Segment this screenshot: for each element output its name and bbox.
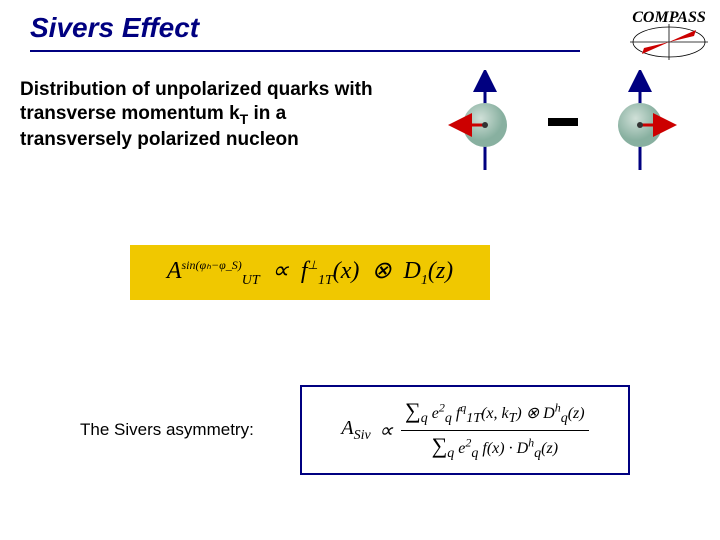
f2-numerator: ∑q e2q fq1T(x, kT) ⊗ Dhq(z) — [401, 396, 589, 429]
f2-fraction: ∑q e2q fq1T(x, kT) ⊗ Dhq(z) ∑q e2q f(x) … — [401, 396, 589, 463]
f2-denominator: ∑q e2q f(x) · Dhq(z) — [428, 431, 562, 464]
f2-nfsub: 1T — [466, 412, 481, 427]
f1-tensor: ⊗ — [371, 258, 391, 284]
f2-sum-bot: ∑ — [432, 433, 448, 458]
f2-eq-top: e — [432, 405, 439, 422]
formula2-box: ASiv ∝ ∑q e2q fq1T(x, kT) ⊗ Dhq(z) ∑q e2… — [300, 385, 630, 475]
f2-dd: D — [517, 440, 529, 457]
desc-pre: Distribution of unpolarized quarks with … — [20, 79, 373, 124]
f2-A: A — [341, 417, 353, 439]
f2-ndsub: q — [561, 412, 568, 427]
f2-dfarg: (x) — [487, 440, 505, 457]
nucleon-left — [460, 80, 507, 170]
description-text: Distribution of unpolarized quarks with … — [20, 78, 400, 152]
f2-nfarg: (x, k — [481, 405, 509, 422]
f2-tensor: ⊗ — [526, 405, 539, 422]
f2-dot: · — [509, 440, 513, 457]
formula1-box: Asin(φₕ−φ_S)UT ∝ f⊥1T(x) ⊗ D1(z) — [130, 245, 490, 300]
f2-eqsub-bot: q — [471, 446, 478, 461]
f2-eqsub-top: q — [445, 412, 452, 427]
compass-logo: COMPASS — [624, 6, 714, 66]
f1-d: D — [403, 258, 420, 284]
f2-ndarg: (z) — [568, 405, 585, 422]
f1-sub: UT — [242, 273, 260, 288]
f1-prop: ∝ — [272, 258, 289, 284]
f2-prop: ∝ — [379, 418, 393, 443]
asymmetry-label: The Sivers asymmetry: — [80, 420, 254, 440]
f2-sumsub-top: q — [421, 412, 428, 427]
f2-ddarg: (z) — [541, 440, 558, 457]
f2-sum-top: ∑ — [405, 398, 421, 423]
f1-darg: (z) — [428, 258, 453, 284]
f1-fperp: ⊥ — [307, 258, 317, 272]
f1-farg: (x) — [333, 258, 360, 284]
f2-nd: D — [543, 405, 555, 422]
slide-title: Sivers Effect — [30, 12, 199, 44]
formula1: Asin(φₕ−φ_S)UT ∝ f⊥1T(x) ⊗ D1(z) — [167, 256, 453, 289]
formula2: ASiv ∝ ∑q e2q fq1T(x, kT) ⊗ Dhq(z) ∑q e2… — [341, 396, 588, 463]
f2-nfargc: ) — [516, 405, 521, 422]
title-underline — [30, 50, 580, 52]
f2-sub: Siv — [354, 428, 371, 443]
nucleon-right — [618, 80, 665, 170]
minus-icon — [548, 118, 578, 126]
desc-sub: T — [240, 111, 249, 127]
sivers-diagram — [430, 70, 700, 180]
logo-text: COMPASS — [632, 9, 706, 26]
quark-dot-icon — [637, 122, 643, 128]
f1-dsub: 1 — [421, 273, 428, 288]
quark-dot-icon — [482, 122, 488, 128]
f1-sup: sin(φₕ−φ_S) — [182, 258, 242, 272]
f1-A: A — [167, 258, 182, 284]
f2-sumsub-bot: q — [447, 446, 454, 461]
f1-fsub: 1T — [318, 273, 333, 288]
